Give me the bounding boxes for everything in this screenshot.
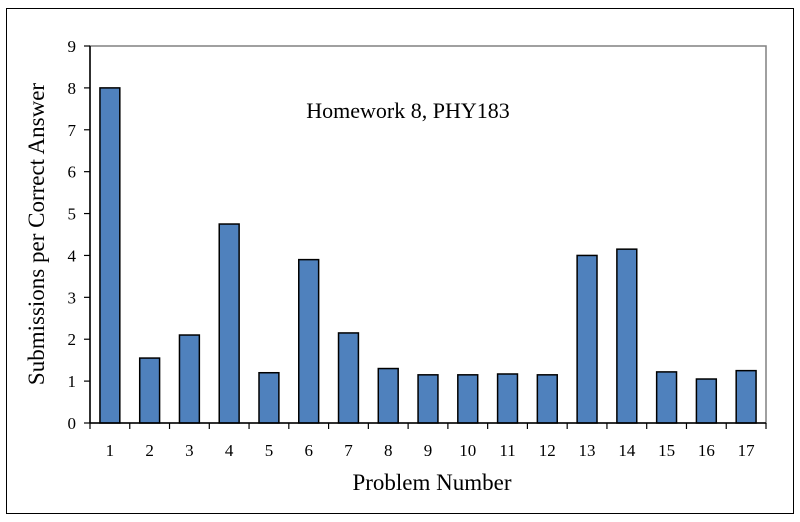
x-tick-label: 13 (579, 441, 596, 460)
x-tick-label: 3 (185, 441, 194, 460)
bar-problem-9 (417, 374, 439, 424)
x-tick-label: 17 (738, 441, 756, 460)
y-tick-label: 0 (68, 414, 77, 433)
y-tick-label: 6 (68, 163, 77, 182)
bar-problem-10 (457, 374, 479, 424)
bar-problem-7 (337, 332, 360, 424)
x-tick-label: 15 (658, 441, 675, 460)
x-axis-title: Problem Number (352, 470, 511, 495)
x-tick-label: 10 (459, 441, 476, 460)
bar-problem-14 (616, 248, 638, 424)
y-tick-label: 8 (68, 79, 77, 98)
x-tick-label: 6 (304, 441, 313, 460)
y-tick-label: 3 (68, 288, 77, 307)
bar-problem-8 (377, 367, 399, 424)
x-tick-label: 5 (265, 441, 274, 460)
y-tick-label: 1 (68, 372, 77, 391)
y-tick-label: 9 (68, 37, 77, 56)
x-tick-label: 12 (539, 441, 556, 460)
plot-area (89, 45, 767, 424)
bar-problem-15 (655, 371, 678, 424)
bar-problem-13 (576, 254, 598, 424)
chart-title: Homework 8, PHY183 (306, 98, 510, 123)
x-tick-label: 9 (424, 441, 433, 460)
y-tick-label: 7 (68, 121, 77, 140)
x-tick-label: 2 (145, 441, 154, 460)
x-tick-label: 11 (499, 441, 515, 460)
y-tick-label: 2 (68, 330, 77, 349)
y-axis-title: Submissions per Correct Answer (24, 83, 49, 386)
x-tick-label: 4 (225, 441, 234, 460)
y-axis-ticks: 0 1 2 3 4 5 6 7 8 9 (68, 37, 90, 433)
bar-problem-12 (536, 374, 558, 424)
bars-group (99, 87, 757, 424)
x-tick-label: 8 (384, 441, 393, 460)
x-tick-label: 7 (344, 441, 353, 460)
y-tick-label: 5 (68, 205, 77, 224)
bar-problem-3 (178, 334, 201, 424)
bar-problem-17 (735, 369, 757, 424)
x-tick-label: 14 (618, 441, 636, 460)
x-tick-label: 1 (106, 441, 115, 460)
bar-problem-5 (258, 371, 280, 424)
bar-problem-11 (496, 373, 519, 424)
y-tick-label: 4 (68, 246, 77, 265)
bar-problem-16 (695, 378, 718, 424)
bar-problem-2 (138, 357, 161, 424)
x-axis-ticks: 1 2 3 4 5 6 7 8 9 10 11 12 13 14 15 16 17 (89, 423, 767, 460)
bar-problem-4 (218, 223, 240, 424)
bar-problem-1 (99, 87, 121, 424)
x-tick-label: 16 (698, 441, 715, 460)
bar-problem-6 (298, 258, 320, 424)
